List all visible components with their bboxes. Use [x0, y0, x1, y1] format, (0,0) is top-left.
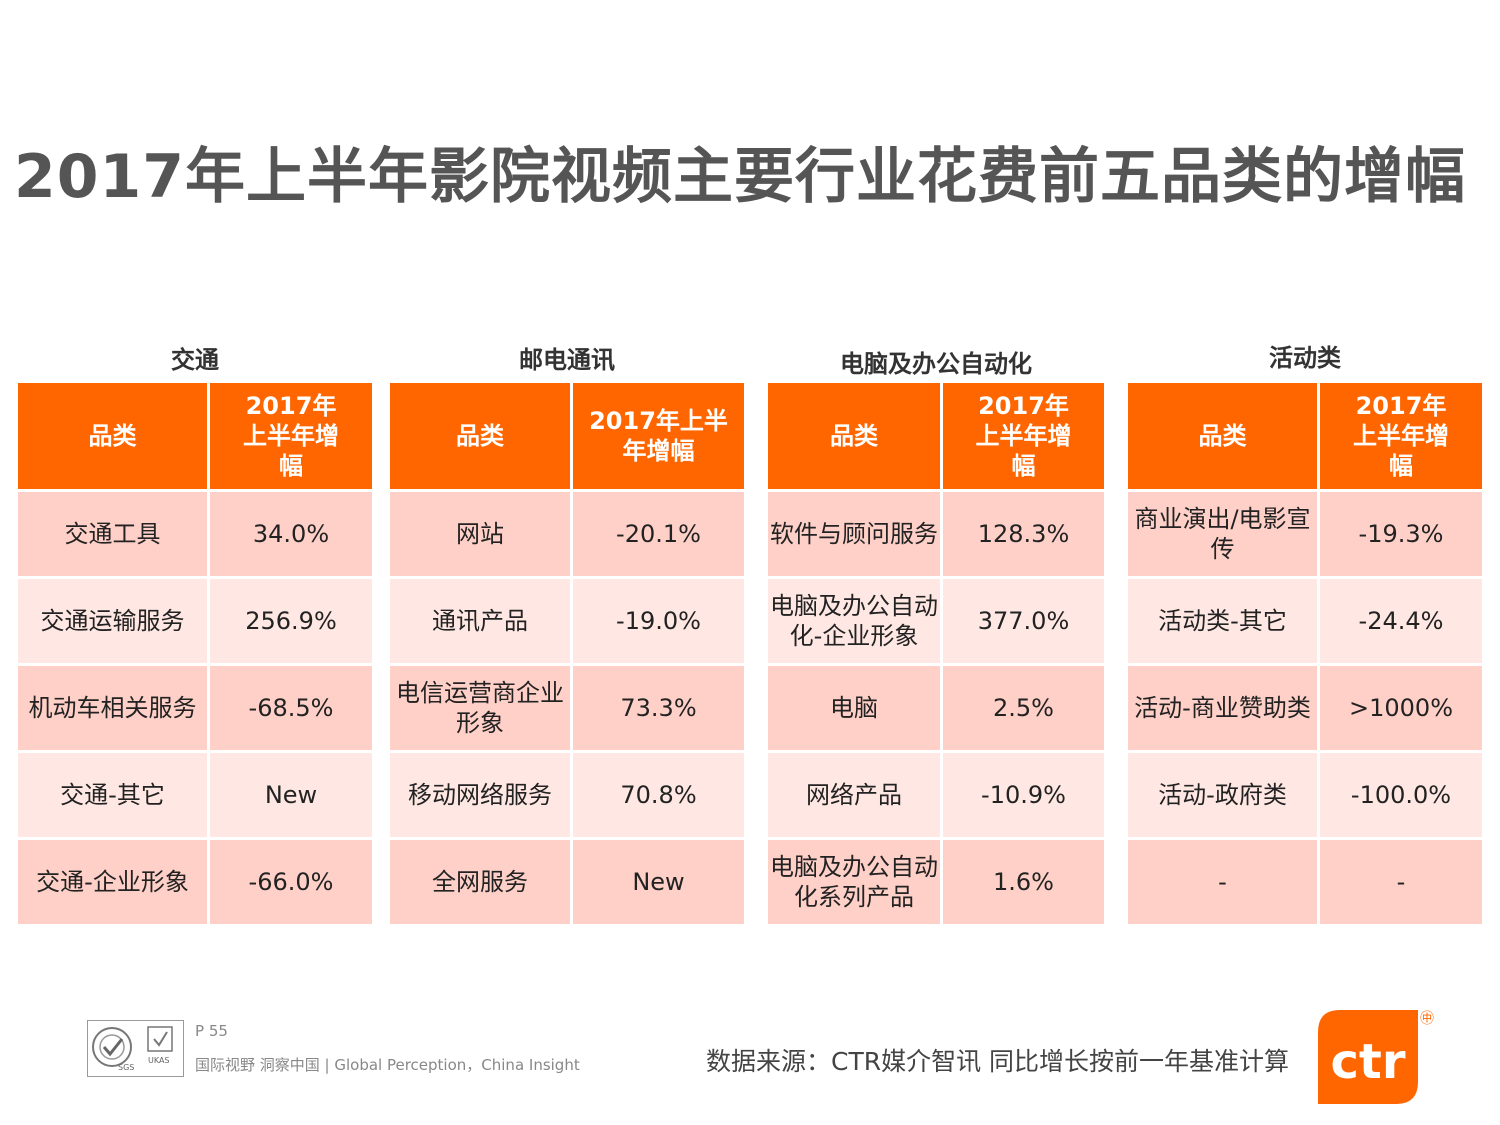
growth-cell: -19.0%	[573, 579, 744, 663]
column-header-growth: 2017年上半年增幅	[943, 383, 1104, 489]
table-row: 电脑及办公自动化-企业形象 377.0%	[768, 579, 1104, 663]
table-row: 交通-其它 New	[18, 753, 372, 837]
table-telecom: 邮电通讯 品类 2017年上半年增幅 网站 -20.1% 通讯产品 -19.0% 电…	[387, 340, 747, 960]
table-header-row: 品类 2017年上半年增幅	[768, 383, 1104, 489]
growth-cell: New	[210, 753, 372, 837]
data-table: 品类 2017年上半年增幅 软件与顾问服务 128.3% 电脑及办公自动化-企业形…	[765, 380, 1107, 927]
column-header-growth: 2017年上半年增幅	[210, 383, 372, 489]
category-cell: 通讯产品	[390, 579, 570, 663]
table-computer-office: 电脑及办公自动化 品类 2017年上半年增幅 软件与顾问服务 128.3% 电脑及…	[765, 340, 1107, 960]
growth-cell: -10.9%	[943, 753, 1104, 837]
column-header-category: 品类	[1128, 383, 1317, 489]
growth-cell: 1.6%	[943, 840, 1104, 924]
growth-cell: -100.0%	[1320, 753, 1482, 837]
growth-cell: -20.1%	[573, 492, 744, 576]
table-row: 电脑 2.5%	[768, 666, 1104, 750]
footer-tagline: 国际视野 洞察中国 | Global Perception，China Insi…	[195, 1056, 580, 1074]
data-source-note: 数据来源：CTR媒介智讯 同比增长按前一年基准计算	[706, 1047, 1290, 1076]
table-title: 活动类	[1269, 344, 1341, 372]
category-cell: 交通-企业形象	[18, 840, 207, 924]
category-cell: 活动-商业赞助类	[1128, 666, 1317, 750]
table-row: 活动-政府类 -100.0%	[1128, 753, 1482, 837]
category-cell: 软件与顾问服务	[768, 492, 940, 576]
svg-text:UKAS: UKAS	[148, 1056, 170, 1065]
category-cell: 活动-政府类	[1128, 753, 1317, 837]
brand-text: ctr	[1330, 1034, 1405, 1090]
column-header-growth: 2017年上半年增幅	[573, 383, 744, 489]
table-row: --	[1128, 840, 1482, 924]
category-cell: 移动网络服务	[390, 753, 570, 837]
certification-badge-icon: SGS UKAS	[92, 1026, 173, 1072]
table-row: 商业演出/电影宣传 -19.3%	[1128, 492, 1482, 576]
table-row: 电信运营商企业形象 73.3%	[390, 666, 744, 750]
table-row: 机动车相关服务 -68.5%	[18, 666, 372, 750]
table-title: 电脑及办公自动化	[840, 350, 1032, 378]
table-row: 电脑及办公自动化系列产品 1.6%	[768, 840, 1104, 924]
table-header-row: 品类 2017年上半年增幅	[1128, 383, 1482, 489]
category-cell: 电信运营商企业形象	[390, 666, 570, 750]
category-cell: 电脑及办公自动化系列产品	[768, 840, 940, 924]
table-row: 交通运输服务 256.9%	[18, 579, 372, 663]
growth-cell: -68.5%	[210, 666, 372, 750]
table-row: 软件与顾问服务 128.3%	[768, 492, 1104, 576]
growth-cell: >1000%	[1320, 666, 1482, 750]
table-row: 网络产品 -10.9%	[768, 753, 1104, 837]
table-title: 邮电通讯	[519, 346, 615, 374]
category-cell: 网站	[390, 492, 570, 576]
category-cell: 电脑	[768, 666, 940, 750]
table-title: 交通	[171, 346, 219, 374]
category-cell: 全网服务	[390, 840, 570, 924]
growth-cell: 256.9%	[210, 579, 372, 663]
table-row: 全网服务 New	[390, 840, 744, 924]
svg-text:SGS: SGS	[118, 1063, 134, 1072]
table-row: 移动网络服务 70.8%	[390, 753, 744, 837]
growth-cell: 377.0%	[943, 579, 1104, 663]
page-number: P 55	[195, 1022, 228, 1040]
table-row: 活动类-其它 -24.4%	[1128, 579, 1482, 663]
table-row: 活动-商业赞助类 >1000%	[1128, 666, 1482, 750]
ctr-logo: ctr	[1318, 1010, 1418, 1104]
growth-cell: 70.8%	[573, 753, 744, 837]
growth-cell: -66.0%	[210, 840, 372, 924]
growth-cell: -19.3%	[1320, 492, 1482, 576]
growth-cell: -24.4%	[1320, 579, 1482, 663]
column-header-category: 品类	[768, 383, 940, 489]
category-cell: -	[1128, 840, 1317, 924]
column-header-category: 品类	[18, 383, 207, 489]
category-cell: 网络产品	[768, 753, 940, 837]
table-row: 网站 -20.1%	[390, 492, 744, 576]
table-row: 交通-企业形象 -66.0%	[18, 840, 372, 924]
growth-cell: 34.0%	[210, 492, 372, 576]
growth-cell: 73.3%	[573, 666, 744, 750]
registered-mark: ㊥	[1420, 1011, 1434, 1027]
category-cell: 电脑及办公自动化-企业形象	[768, 579, 940, 663]
category-cell: 商业演出/电影宣传	[1128, 492, 1317, 576]
certification-logos: SGS UKAS	[87, 1020, 184, 1077]
category-cell: 交通工具	[18, 492, 207, 576]
growth-cell: 128.3%	[943, 492, 1104, 576]
growth-cell: New	[573, 840, 744, 924]
category-cell: 交通运输服务	[18, 579, 207, 663]
table-row: 通讯产品 -19.0%	[390, 579, 744, 663]
table-row: 交通工具 34.0%	[18, 492, 372, 576]
table-header-row: 品类 2017年上半年增幅	[18, 383, 372, 489]
category-cell: 交通-其它	[18, 753, 207, 837]
page-title: 2017年上半年影院视频主要行业花费前五品类的增幅	[14, 142, 1466, 212]
category-cell: 机动车相关服务	[18, 666, 207, 750]
data-table: 品类 2017年上半年增幅 商业演出/电影宣传 -19.3% 活动类-其它 -24.…	[1125, 380, 1485, 927]
column-header-category: 品类	[390, 383, 570, 489]
column-header-growth: 2017年上半年增幅	[1320, 383, 1482, 489]
growth-cell: -	[1320, 840, 1482, 924]
data-table: 品类 2017年上半年增幅 网站 -20.1% 通讯产品 -19.0% 电信运营商企…	[387, 380, 747, 927]
category-cell: 活动类-其它	[1128, 579, 1317, 663]
growth-cell: 2.5%	[943, 666, 1104, 750]
table-transport: 交通 品类 2017年上半年增幅 交通工具 34.0% 交通运输服务 256.9% …	[15, 340, 375, 960]
table-events: 活动类 品类 2017年上半年增幅 商业演出/电影宣传 -19.3% 活动类-其它…	[1125, 340, 1485, 960]
data-table: 品类 2017年上半年增幅 交通工具 34.0% 交通运输服务 256.9% 机动车…	[15, 380, 375, 927]
table-header-row: 品类 2017年上半年增幅	[390, 383, 744, 489]
